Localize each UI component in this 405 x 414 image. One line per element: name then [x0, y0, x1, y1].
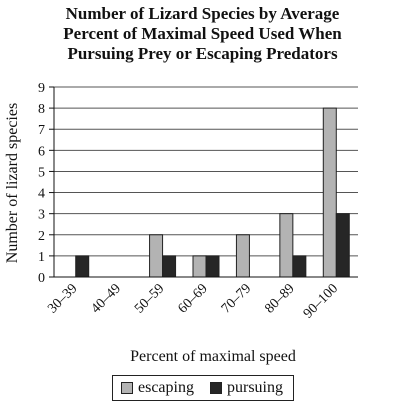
x-tick-label-30–39: 30–39	[45, 281, 80, 316]
y-tick-labels: 0 1 2 3 4 5 6 7 8 9	[38, 81, 45, 286]
x-tick-label-60–69: 60–69	[175, 281, 210, 316]
escaping-bar-70–79	[235, 234, 250, 278]
x-tick-label-80–89: 80–89	[262, 281, 297, 316]
y-tick-label-4: 4	[38, 187, 45, 202]
escaping-swatch	[121, 382, 133, 394]
escaping-bar-60–69	[192, 255, 207, 278]
gridlines	[54, 86, 358, 257]
legend-item-pursuing: pursuing	[209, 379, 283, 397]
pursuing-bar-80–89	[292, 255, 307, 278]
pursuing-bar-50–59	[162, 255, 177, 278]
y-tick-label-0: 0	[38, 271, 45, 286]
chart-title: Number of Lizard Species by Average Perc…	[0, 4, 405, 64]
x-tick-label-50–59: 50–59	[132, 281, 167, 316]
y-axis-label: Number of lizard species	[4, 103, 21, 263]
chart-title-line-1: Number of Lizard Species by Average	[65, 4, 340, 23]
pursuing-bar-90–100	[335, 213, 350, 278]
x-tick-label-70–79: 70–79	[219, 281, 254, 316]
x-tick-labels: 30–39 40–49 50–59 60–69 70–79 80–89 90–100	[45, 281, 341, 321]
x-tick-label-40–49: 40–49	[89, 281, 124, 316]
escaping-bar-50–59	[149, 234, 164, 278]
legend-label-pursuing: pursuing	[226, 379, 283, 396]
legend: escaping pursuing	[112, 375, 294, 401]
legend-label-escaping: escaping	[138, 379, 194, 396]
x-axis-label: Percent of maximal speed	[130, 348, 296, 365]
y-tick-label-9: 9	[38, 81, 45, 96]
escaping-bar-90–100	[322, 107, 337, 278]
legend-item-escaping: escaping	[121, 379, 194, 397]
pursuing-bar-30–39	[75, 255, 90, 278]
chart-title-line-2: Percent of Maximal Speed Used When	[63, 24, 342, 43]
axes	[49, 86, 358, 278]
y-tick-label-6: 6	[38, 144, 45, 159]
pursuing-swatch	[209, 382, 222, 394]
y-tick-label-1: 1	[38, 250, 45, 265]
escaping-bar-80–89	[279, 213, 294, 278]
y-tick-label-5: 5	[38, 165, 45, 180]
y-tick-label-3: 3	[38, 208, 45, 223]
y-tick-label-7: 7	[38, 123, 45, 138]
y-tick-label-8: 8	[38, 102, 45, 117]
y-tick-label-2: 2	[38, 229, 45, 244]
pursuing-bar-60–69	[205, 255, 220, 278]
chart-title-line-3: Pursuing Prey or Escaping Predators	[67, 44, 338, 63]
x-tick-label-90–100: 90–100	[301, 281, 341, 321]
